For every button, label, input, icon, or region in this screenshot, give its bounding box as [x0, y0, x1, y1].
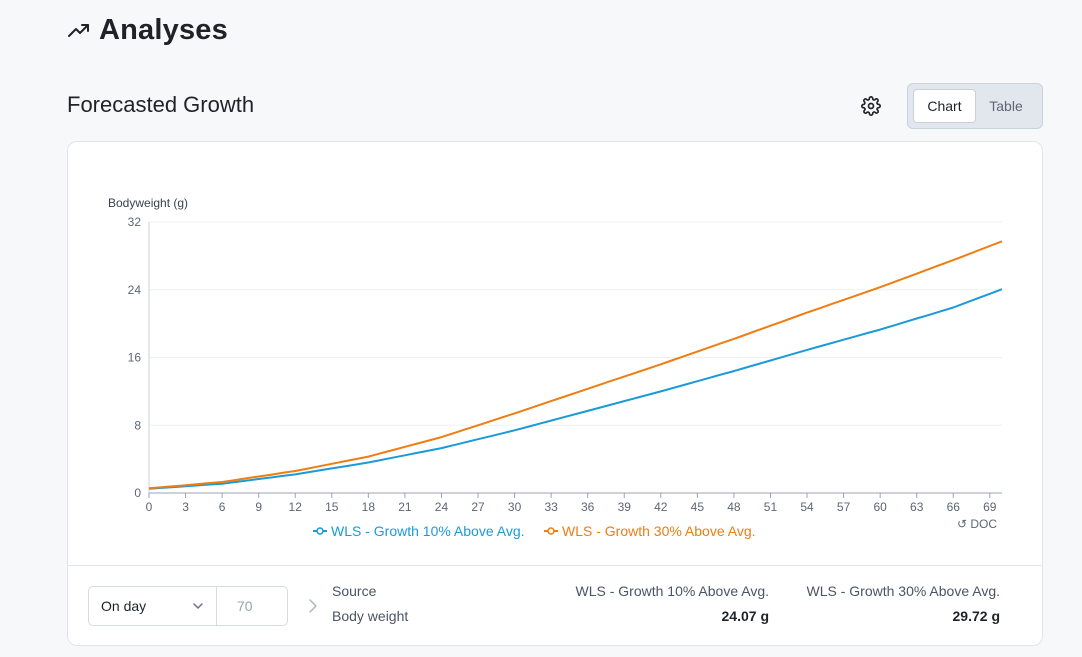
- x-tick-label: 27: [471, 500, 485, 514]
- x-tick-label: 51: [764, 500, 778, 514]
- view-toggle: Chart Table: [907, 83, 1043, 129]
- forecast-card: 0 8 16 24 32 0 3 6 9 12 15 18 21 24 27 30 33 36 39 42 45 48 51…: [67, 141, 1043, 646]
- page-title: Analyses: [99, 14, 228, 46]
- x-tick-label: 36: [581, 500, 595, 514]
- series-line-2: [148, 240, 1003, 490]
- x-tick-label: 6: [219, 500, 226, 514]
- table-view-button[interactable]: Table: [989, 98, 1023, 114]
- divider: [68, 565, 1042, 566]
- x-tick-label: 30: [508, 500, 522, 514]
- source-column-1: WLS - Growth 10% Above Avg.: [575, 583, 769, 599]
- day-mode-value: On day: [101, 598, 147, 614]
- y-tick-label: 8: [134, 418, 141, 432]
- x-tick-label: 33: [544, 500, 558, 514]
- x-tick-label: 57: [837, 500, 851, 514]
- x-tick-label: 24: [435, 500, 449, 514]
- value-column-1: 24.07 g: [721, 608, 769, 624]
- x-tick-label: 66: [947, 500, 961, 514]
- y-axis-label: Bodyweight (g): [108, 196, 188, 210]
- x-tick-label: 39: [618, 500, 632, 514]
- x-tick-label: 12: [289, 500, 303, 514]
- settings-button[interactable]: [858, 93, 884, 119]
- y-tick-label: 0: [134, 486, 141, 500]
- section-title: Forecasted Growth: [67, 92, 255, 117]
- x-tick-label: 18: [362, 500, 376, 514]
- y-tick-label: 32: [128, 215, 142, 229]
- day-input[interactable]: [216, 586, 288, 626]
- x-tick-label: 21: [398, 500, 412, 514]
- legend-swatch-marker: [316, 527, 324, 535]
- legend-item: WLS - Growth 30% Above Avg.: [562, 523, 756, 539]
- gear-icon: [861, 96, 881, 116]
- metric-label: Body weight: [332, 608, 409, 624]
- x-tick-label: 45: [691, 500, 705, 514]
- x-tick-label: 48: [727, 500, 741, 514]
- chart-view-button[interactable]: Chart: [913, 89, 976, 123]
- source-column-2: WLS - Growth 30% Above Avg.: [806, 583, 1000, 599]
- y-tick-label: 24: [128, 283, 142, 297]
- x-tick-label: 15: [325, 500, 339, 514]
- trending-up-icon: [68, 23, 89, 37]
- x-tick-label: 0: [146, 500, 153, 514]
- day-mode-select[interactable]: On day: [88, 586, 217, 626]
- x-tick-label: 69: [983, 500, 997, 514]
- x-tick-label: 42: [654, 500, 668, 514]
- x-tick-label: 9: [255, 500, 262, 514]
- legend-item: WLS - Growth 10% Above Avg.: [331, 523, 525, 539]
- x-tick-label: 60: [873, 500, 887, 514]
- x-tick-label: 54: [800, 500, 814, 514]
- x-axis-label: ↺ DOC: [957, 517, 997, 531]
- y-tick-label: 16: [128, 351, 142, 365]
- value-column-2: 29.72 g: [952, 608, 1000, 624]
- x-tick-label: 63: [910, 500, 924, 514]
- page-header: Analyses: [67, 14, 228, 47]
- chevron-right-icon: [309, 599, 317, 613]
- x-tick-label: 3: [182, 500, 189, 514]
- chevron-down-icon: [193, 603, 203, 609]
- legend-swatch-marker: [547, 527, 555, 535]
- source-label: Source: [332, 583, 377, 599]
- series-line-1: [148, 288, 1003, 490]
